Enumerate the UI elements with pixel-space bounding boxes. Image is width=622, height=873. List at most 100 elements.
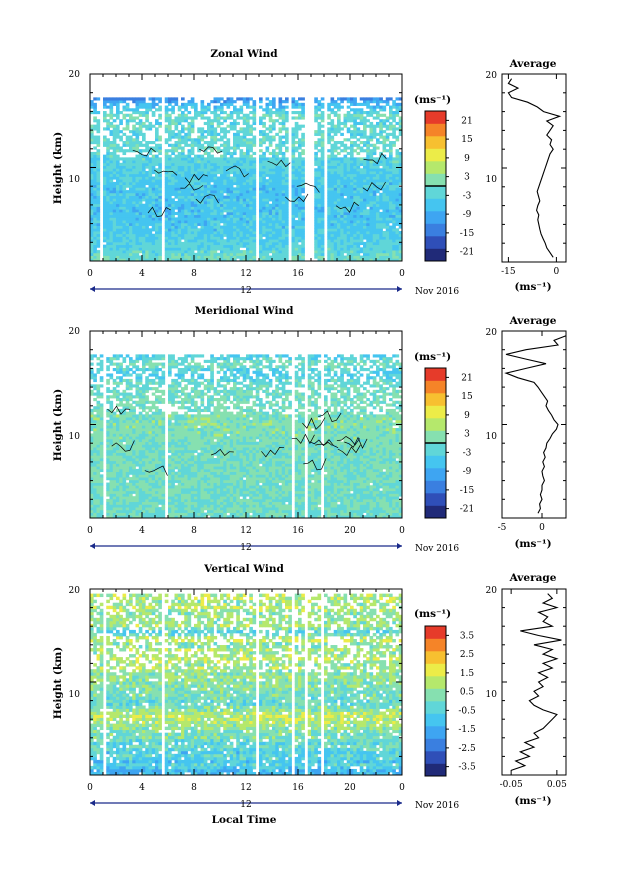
- heatmap-cell: [379, 250, 383, 254]
- heatmap-cell: [197, 201, 201, 205]
- heatmap-cell: [200, 220, 205, 224]
- heatmap-cell: [174, 217, 179, 221]
- heatmap-cell: [298, 206, 302, 210]
- heatmap-cell: [330, 179, 335, 183]
- heatmap-cell: [317, 143, 322, 147]
- heatmap-cell: [109, 165, 114, 169]
- heatmap-cell: [236, 111, 240, 115]
- heatmap-cell: [379, 515, 383, 519]
- heatmap-cell: [359, 258, 364, 262]
- heatmap-cell: [275, 203, 279, 207]
- heatmap-cell: [265, 165, 270, 169]
- heatmap-cell: [184, 138, 188, 142]
- heatmap-cell: [350, 228, 354, 232]
- heatmap-cell: [129, 247, 133, 251]
- heatmap-cell: [207, 509, 211, 513]
- heatmap-cell: [129, 165, 133, 169]
- heatmap-cell: [132, 119, 136, 123]
- heatmap-cell: [125, 173, 130, 177]
- heatmap-cell: [363, 190, 367, 194]
- heatmap-cell: [252, 211, 257, 216]
- heatmap-cell: [317, 228, 322, 232]
- heatmap-cell: [216, 236, 221, 240]
- heatmap-cell: [291, 181, 296, 186]
- heatmap-cell: [181, 151, 185, 156]
- heatmap-cell: [122, 203, 127, 207]
- heatmap-cell: [272, 192, 276, 196]
- heatmap-cell: [229, 184, 234, 188]
- heatmap-cell: [265, 203, 270, 207]
- heatmap-cell: [246, 168, 250, 172]
- heatmap-cell: [272, 201, 276, 205]
- heatmap-cell: [369, 113, 374, 117]
- heatmap-cell: [379, 244, 383, 248]
- heatmap-cell: [229, 515, 234, 519]
- heatmap-cell: [187, 239, 192, 243]
- heatmap-cell: [262, 187, 266, 191]
- heatmap-cell: [350, 239, 354, 243]
- heatmap-cell: [145, 162, 149, 166]
- heatmap-cell: [93, 146, 97, 150]
- heatmap-cell: [112, 233, 117, 237]
- heatmap-cell: [187, 179, 192, 183]
- heatmap-cell: [239, 206, 244, 210]
- heatmap-cell: [268, 187, 273, 191]
- heatmap-cell: [229, 165, 234, 169]
- heatmap-cell: [327, 162, 331, 166]
- heatmap-cell: [177, 206, 182, 210]
- heatmap-cell: [200, 130, 205, 134]
- heatmap-cell: [116, 190, 120, 194]
- heatmap-cell: [184, 173, 188, 177]
- heatmap-cell: [363, 509, 367, 513]
- heatmap-cell: [359, 222, 364, 226]
- heatmap-cell: [366, 105, 370, 109]
- heatmap-cell: [242, 192, 247, 196]
- heatmap-cell: [174, 102, 179, 106]
- heatmap-cell: [249, 124, 253, 128]
- heatmap-cell: [177, 209, 182, 213]
- heatmap-cell: [174, 157, 179, 161]
- heatmap-cell: [395, 171, 400, 175]
- heatmap-cell: [272, 100, 276, 104]
- heatmap-cell: [142, 113, 146, 117]
- heatmap-cell: [174, 143, 179, 147]
- heatmap-cell: [142, 220, 146, 224]
- heatmap-cell: [330, 181, 335, 186]
- heatmap-cell: [298, 211, 302, 216]
- heatmap-cell: [314, 515, 318, 519]
- heatmap-cell: [285, 146, 289, 150]
- heatmap-cell: [216, 225, 221, 229]
- heatmap-cell: [340, 515, 344, 519]
- heatmap-cell: [223, 187, 227, 191]
- heatmap-cell: [151, 97, 156, 101]
- heatmap-cell: [203, 247, 208, 251]
- heatmap-cell: [363, 252, 367, 256]
- heatmap-cell: [259, 173, 263, 177]
- heatmap-cell: [363, 258, 367, 262]
- heatmap-cell: [187, 252, 192, 256]
- heatmap-cell: [194, 168, 198, 172]
- heatmap-cell: [194, 154, 198, 158]
- heatmap-cell: [272, 252, 276, 256]
- heatmap-cell: [223, 515, 227, 519]
- heatmap-cell: [103, 244, 107, 248]
- heatmap-cell: [398, 247, 403, 251]
- heatmap-cell: [369, 192, 374, 196]
- heatmap-cell: [366, 187, 370, 191]
- heatmap-cell: [177, 509, 182, 513]
- heatmap-cell: [298, 97, 302, 101]
- heatmap-cell: [187, 165, 192, 169]
- heatmap-cell: [350, 179, 354, 183]
- heatmap-cell: [226, 244, 231, 248]
- heatmap-cell: [187, 258, 192, 262]
- heatmap-cell: [119, 179, 123, 183]
- heatmap-cell: [129, 162, 133, 166]
- heatmap-cell: [382, 105, 387, 109]
- heatmap-cell: [327, 192, 331, 196]
- heatmap-cell: [350, 116, 354, 120]
- heatmap-cell: [268, 119, 273, 123]
- heatmap-cell: [164, 255, 169, 259]
- heatmap-cell: [184, 236, 188, 240]
- heatmap-cell: [385, 203, 390, 207]
- heatmap-cell: [298, 113, 302, 117]
